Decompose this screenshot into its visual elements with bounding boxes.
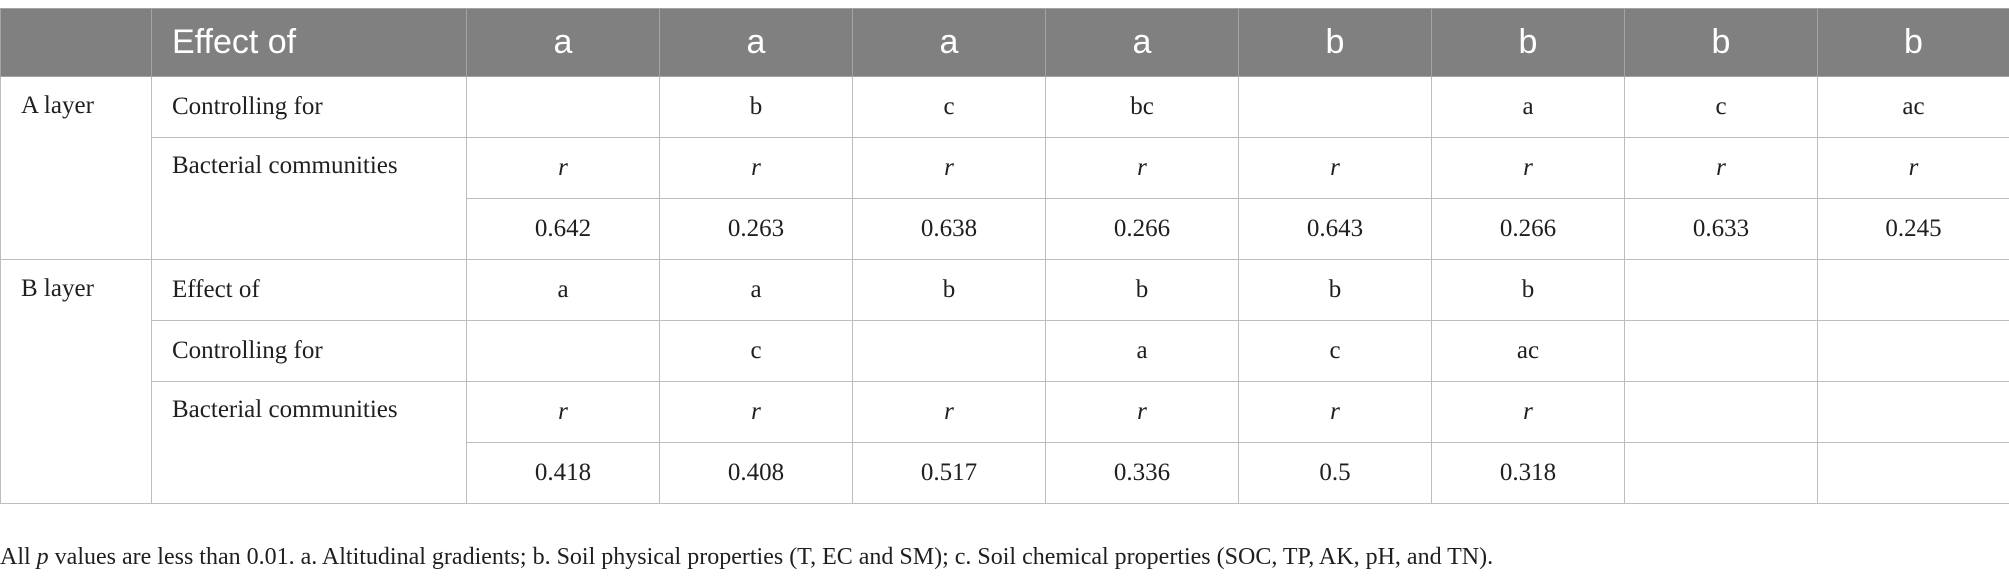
table-cell — [1624, 381, 1818, 443]
table-cell: b — [659, 76, 853, 138]
table-cell: b — [1431, 259, 1625, 321]
table-cell: 0.633 — [1624, 198, 1818, 260]
table-cell: r — [466, 381, 660, 443]
table-cell — [1624, 320, 1818, 382]
table-cell: r — [1431, 137, 1625, 199]
b-layer-label: B layer — [0, 259, 152, 504]
table-row: A layer Controlling for b c bc a c ac — [0, 76, 2009, 260]
header-corner — [0, 8, 152, 77]
table-cell: r — [659, 381, 853, 443]
table-cell: 0.638 — [852, 198, 1046, 260]
table-cell: r — [1238, 137, 1432, 199]
table-cell: c — [1238, 320, 1432, 382]
table-cell: 0.642 — [466, 198, 660, 260]
header-cell: b — [1817, 8, 2009, 77]
row-label-controlling: Controlling for — [151, 76, 467, 138]
table-cell: 0.643 — [1238, 198, 1432, 260]
table-cell — [466, 320, 660, 382]
table-cell: r — [1238, 381, 1432, 443]
footnote-p-symbol: p — [36, 544, 49, 570]
table-cell: ac — [1431, 320, 1625, 382]
table-cell: a — [659, 259, 853, 321]
header-cell: a — [659, 8, 853, 77]
footnote-text: values are less than 0.01. a. Altitudina… — [48, 544, 1494, 570]
table-footnote: All p values are less than 0.01. a. Alti… — [0, 544, 1493, 571]
table-cell: r — [1045, 137, 1239, 199]
table-cell: 0.245 — [1817, 198, 2009, 260]
header-effect-label: Effect of — [151, 8, 467, 77]
row-label-communities: Bacterial communities — [151, 137, 467, 260]
table-cell: 0.517 — [852, 442, 1046, 504]
table-cell — [1238, 76, 1432, 138]
table-cell: a — [1045, 320, 1239, 382]
table-cell: r — [659, 137, 853, 199]
table-cell: c — [852, 76, 1046, 138]
mantel-test-table: Effect of a a a a b b b b A layer Contro… — [0, 8, 2009, 504]
table-cell: r — [466, 137, 660, 199]
table-row: 0.418 0.408 0.517 0.336 0.5 0.318 — [1, 442, 2009, 504]
table-cell: bc — [1045, 76, 1239, 138]
table-cell: r — [1045, 381, 1239, 443]
table-cell: r — [852, 137, 1046, 199]
table-cell: 0.408 — [659, 442, 853, 504]
table-cell — [1817, 381, 2009, 443]
table-cell: ac — [1817, 76, 2009, 138]
table-cell: 0.266 — [1045, 198, 1239, 260]
header-cell: a — [852, 8, 1046, 77]
table-cell: r — [1431, 381, 1625, 443]
table-cell: a — [1431, 76, 1625, 138]
table-cell — [852, 320, 1046, 382]
table-row: Bacterial communities r r r r r r — [1, 381, 2009, 504]
table-cell — [1817, 259, 2009, 321]
table-cell: 0.336 — [1045, 442, 1239, 504]
table-cell — [1624, 259, 1818, 321]
table-cell: 0.418 — [466, 442, 660, 504]
table-cell: r — [1624, 137, 1818, 199]
table-cell: b — [1238, 259, 1432, 321]
table-cell: b — [1045, 259, 1239, 321]
table-cell — [466, 76, 660, 138]
table-cell: 0.5 — [1238, 442, 1432, 504]
a-layer-label: A layer — [0, 76, 152, 260]
table-cell: b — [852, 259, 1046, 321]
table-cell: r — [1817, 137, 2009, 199]
table-row: B layer Effect of a a b b b b — [0, 259, 2009, 504]
table-cell: 0.318 — [1431, 442, 1625, 504]
table-row: Bacterial communities r r r r r r r r — [1, 137, 2009, 260]
table-cell: a — [466, 259, 660, 321]
table-cell: c — [659, 320, 853, 382]
table-cell — [1817, 442, 2009, 504]
table-cell: 0.263 — [659, 198, 853, 260]
table-cell — [1817, 320, 2009, 382]
header-cell: b — [1431, 8, 1625, 77]
header-row: Effect of a a a a b b b b — [0, 8, 2009, 77]
table-cell — [1624, 442, 1818, 504]
row-label-effect: Effect of — [151, 259, 467, 321]
table-container: Effect of a a a a b b b b A layer Contro… — [0, 8, 2009, 504]
row-label-controlling: Controlling for — [151, 320, 467, 382]
header-cell: a — [1045, 8, 1239, 77]
table-cell: c — [1624, 76, 1818, 138]
table-row: Controlling for c a c ac — [1, 320, 2009, 382]
header-cell: a — [466, 8, 660, 77]
footnote-prefix: All — [0, 544, 37, 570]
header-cell: b — [1624, 8, 1818, 77]
table-cell: 0.266 — [1431, 198, 1625, 260]
row-label-communities: Bacterial communities — [151, 381, 467, 504]
header-cell: b — [1238, 8, 1432, 77]
table-cell: r — [852, 381, 1046, 443]
